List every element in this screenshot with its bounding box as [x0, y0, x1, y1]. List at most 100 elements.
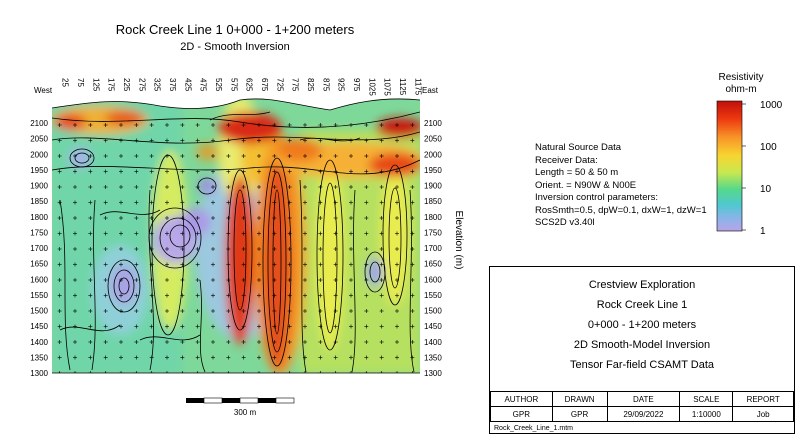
- y-tick-label: 1900: [30, 182, 48, 191]
- east-label: East: [422, 86, 439, 95]
- x-tick-label: 225: [122, 78, 131, 92]
- y-tick-label: 1600: [424, 275, 442, 284]
- x-tick-label: 75: [76, 78, 85, 87]
- x-tick-label: 275: [137, 78, 146, 92]
- file-name: Rock_Creek_Line_1.mtm: [494, 425, 573, 432]
- x-tick-label: 575: [229, 78, 238, 92]
- y-tick-label: 1750: [424, 228, 442, 237]
- y-tick-label: 2100: [30, 119, 48, 128]
- meta-value-cell: Job: [732, 406, 794, 422]
- note-line: Length = 50 & 50 m: [535, 167, 619, 178]
- y-tick-label: 1500: [30, 307, 48, 316]
- x-tick-label: 775: [291, 78, 300, 92]
- colorbar-tick-labels: 1000 100 10 1: [742, 100, 783, 237]
- y-tick-label: 1400: [424, 338, 442, 347]
- y-tick-label: 1350: [424, 353, 442, 362]
- x-tick-label: 1075: [383, 78, 392, 96]
- meta-header-cell: DRAWN: [551, 391, 608, 407]
- y-tick-label: 1450: [30, 322, 48, 331]
- x-tick-label: 825: [306, 78, 315, 92]
- colorbar-tick-label: 1: [760, 226, 766, 237]
- y-tick-label: 2000: [30, 150, 48, 159]
- x-tick-label: 25: [61, 78, 70, 87]
- colorbar-title: Resistivity ohm-m: [706, 72, 776, 96]
- meta-value-cell: GPR: [490, 406, 553, 422]
- y-tick-label: 1300: [30, 369, 48, 378]
- y-axis-title: Elevation (m): [453, 211, 464, 270]
- contour-lines: [52, 111, 420, 373]
- title-block: Crestview Exploration Rock Creek Line 1 …: [489, 266, 795, 434]
- note-line: Natural Source Data: [535, 142, 622, 153]
- chart-title: Rock Creek Line 1 0+000 - 1+200 meters: [115, 22, 355, 37]
- y-tick-label: 1550: [424, 291, 442, 300]
- note-line: SCS2D v3.40l: [535, 217, 595, 228]
- y-tick-label: 1650: [424, 260, 442, 269]
- colorbar-title-text: Resistivity: [718, 72, 764, 83]
- y-tick-label: 1800: [30, 213, 48, 222]
- note-line: Orient. = N90W & N00E: [535, 179, 637, 191]
- x-tick-label: 475: [199, 78, 208, 92]
- colorbar: [716, 100, 743, 232]
- y-tick-label: 1950: [424, 166, 442, 175]
- x-tick-label: 375: [168, 78, 177, 92]
- y-tick-label: 1700: [424, 244, 442, 253]
- y-tick-label: 1500: [424, 307, 442, 316]
- y-tick-label: 2050: [30, 135, 48, 144]
- y-tick-labels-right: 1300 1350 1400 1450 1500 1550 1600 1650 1700 1750…: [424, 119, 442, 378]
- note-line: Receiver Data:: [535, 154, 598, 166]
- meta-value-row: GPR GPR 29/09/2022 1:10000 Job: [490, 406, 794, 422]
- y-tick-label: 1350: [30, 353, 48, 362]
- resistivity-fill: [52, 98, 420, 373]
- x-tick-label: 1175: [413, 78, 422, 96]
- colorbar-tick-label: 10: [760, 184, 772, 195]
- x-tick-labels: 25 75 125 175 225 275 325 375 425 475 525 575 625 675…: [61, 78, 423, 96]
- meta-header-row: AUTHOR DRAWN DATE SCALE REPORT: [490, 391, 794, 407]
- x-tick-label: 1125: [398, 78, 407, 96]
- x-tick-label: 325: [153, 78, 162, 92]
- x-tick-label: 175: [107, 78, 116, 92]
- y-tick-labels-left: 1300 1350 1400 1450 1500 1550 1600 1650 1700 1750…: [30, 119, 48, 378]
- meta-value-cell: 1:10000: [679, 406, 734, 422]
- west-label: West: [34, 86, 53, 95]
- meta-value-cell: GPR: [551, 406, 608, 422]
- y-tick-label: 1950: [30, 166, 48, 175]
- x-tick-label: 875: [321, 78, 330, 92]
- note-line: RosSmth=0.5, dpW=0.1, dxW=1, dzW=1: [535, 204, 707, 216]
- station-marks: [57, 123, 415, 373]
- x-tick-label: 525: [214, 78, 223, 92]
- y-tick-label: 1450: [424, 322, 442, 331]
- x-tick-label: 725: [275, 78, 284, 92]
- meta-header-cell: AUTHOR: [490, 391, 553, 407]
- note-line: Inversion control parameters:: [535, 192, 659, 203]
- y-tick-label: 1600: [30, 275, 48, 284]
- meta-value-cell: 29/09/2022: [606, 406, 681, 422]
- meta-table: AUTHOR DRAWN DATE SCALE REPORT GPR GPR 2…: [490, 391, 794, 422]
- y-tick-label: 2100: [424, 119, 442, 128]
- meta-header-cell: REPORT: [732, 391, 794, 407]
- colorbar-unit: ohm-m: [725, 84, 757, 95]
- x-tick-label: 425: [183, 78, 192, 92]
- x-tick-label: 625: [245, 78, 254, 92]
- line-range: 0+000 - 1+200 meters: [587, 319, 697, 331]
- model-type: 2D Smooth-Model Inversion: [573, 339, 711, 351]
- meta-header-cell: SCALE: [679, 391, 734, 407]
- file-row: Rock_Creek_Line_1.mtm: [490, 421, 794, 435]
- y-tick-label: 1700: [30, 244, 48, 253]
- x-tick-label: 675: [260, 78, 269, 92]
- x-tick-label: 1025: [367, 78, 376, 96]
- y-tick-label: 1750: [30, 228, 48, 237]
- y-tick-label: 2050: [424, 135, 442, 144]
- terrain-profile: [51, 98, 421, 111]
- y-tick-label: 1800: [424, 213, 442, 222]
- colorbar-tick-label: 1000: [760, 100, 783, 111]
- x-tick-label: 925: [337, 78, 346, 92]
- scale-bar: [186, 397, 295, 404]
- company-name: Crestview Exploration: [588, 279, 696, 291]
- y-tick-label: 1900: [424, 182, 442, 191]
- line-name: Rock Creek Line 1: [596, 299, 688, 311]
- y-tick-label: 1550: [30, 291, 48, 300]
- colorbar-tick-label: 100: [760, 142, 777, 153]
- x-tick-label: 975: [352, 78, 361, 92]
- survey-notes: Natural Source Data Receiver Data: Lengt…: [535, 142, 707, 230]
